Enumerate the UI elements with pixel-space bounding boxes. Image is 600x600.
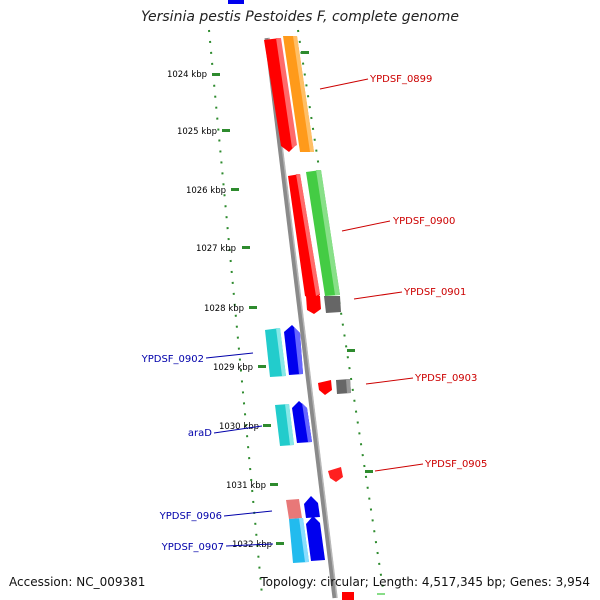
gene-label[interactable]: YPDSF_0899 (369, 74, 432, 85)
genome-summary: Topology: circular; Length: 4,517,345 bp… (260, 575, 590, 589)
tick-label: 1025 kbp (177, 127, 217, 137)
reverse-blocks (228, 0, 325, 563)
accession-label: Accession: NC_009381 (9, 575, 146, 589)
gene-label[interactable]: YPDSF_0901 (403, 287, 466, 298)
gene-block (306, 516, 325, 561)
gene-block (264, 38, 296, 152)
gene-label[interactable]: YPDSF_0906 (159, 511, 222, 522)
tick-label: 1031 kbp (226, 481, 266, 491)
gene-block (304, 496, 320, 518)
tick-label: 1028 kbp (204, 304, 244, 314)
gene-block (324, 296, 341, 313)
scale-ticks (212, 51, 373, 545)
gene-label[interactable]: YPDSF_0905 (424, 459, 487, 470)
gene-block (318, 380, 332, 395)
genome-backbone (264, 37, 338, 599)
gene-label[interactable]: YPDSF_0902 (141, 354, 204, 365)
gene-block (306, 296, 321, 314)
forward-blocks (264, 36, 354, 600)
gene-label[interactable]: araD (188, 428, 212, 439)
tick-label: 1024 kbp (167, 70, 207, 80)
gene-block (286, 499, 302, 519)
gene-label[interactable]: YPDSF_0907 (161, 542, 224, 553)
gene-label[interactable]: YPDSF_0903 (414, 373, 477, 384)
tick-label: 1027 kbp (196, 244, 236, 254)
gene-block (328, 467, 343, 482)
tick-label: 1026 kbp (186, 186, 226, 196)
map-title: Yersinia pestis Pestoides F, complete ge… (141, 9, 459, 25)
gene-label[interactable]: YPDSF_0900 (392, 216, 455, 227)
tick-label: 1030 kbp (219, 422, 259, 432)
tick-label: 1029 kbp (213, 363, 253, 373)
reverse-leaders (205, 352, 274, 547)
forward-leaders (319, 78, 424, 472)
